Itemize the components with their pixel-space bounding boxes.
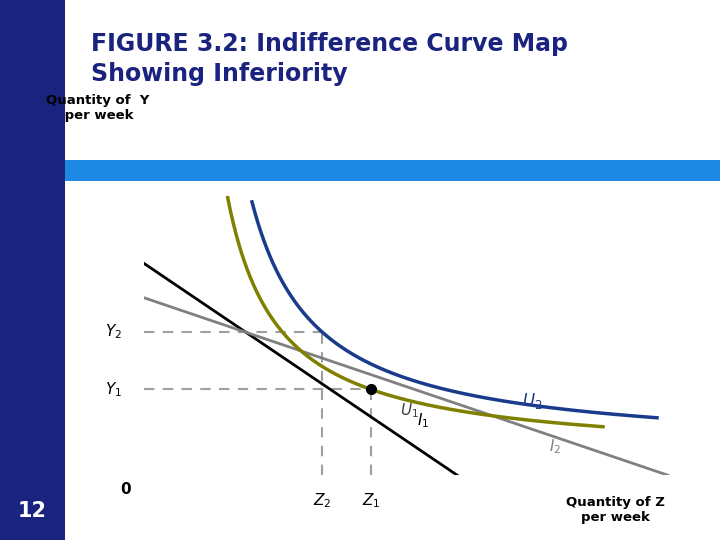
Text: $U_1$: $U_1$	[400, 401, 419, 420]
Text: Quantity of  Y
 per week: Quantity of Y per week	[45, 94, 149, 122]
Text: $Z_1$: $Z_1$	[361, 491, 380, 510]
Text: $Y_1$: $Y_1$	[105, 380, 122, 399]
Text: 0: 0	[120, 482, 130, 497]
Text: $Z_2$: $Z_2$	[313, 491, 331, 510]
Text: $I_1$: $I_1$	[417, 411, 429, 430]
Bar	[0, 0, 65, 146]
Text: FIGURE 3.2: Indifference Curve Map
Showing Inferiority: FIGURE 3.2: Indifference Curve Map Showi…	[91, 32, 568, 86]
Text: $U_2$: $U_2$	[522, 391, 542, 411]
Text: $Y_2$: $Y_2$	[105, 323, 122, 341]
Text: $I_2$: $I_2$	[549, 437, 561, 456]
Text: 12: 12	[18, 501, 47, 521]
Text: Quantity of Z
per week: Quantity of Z per week	[566, 496, 665, 524]
